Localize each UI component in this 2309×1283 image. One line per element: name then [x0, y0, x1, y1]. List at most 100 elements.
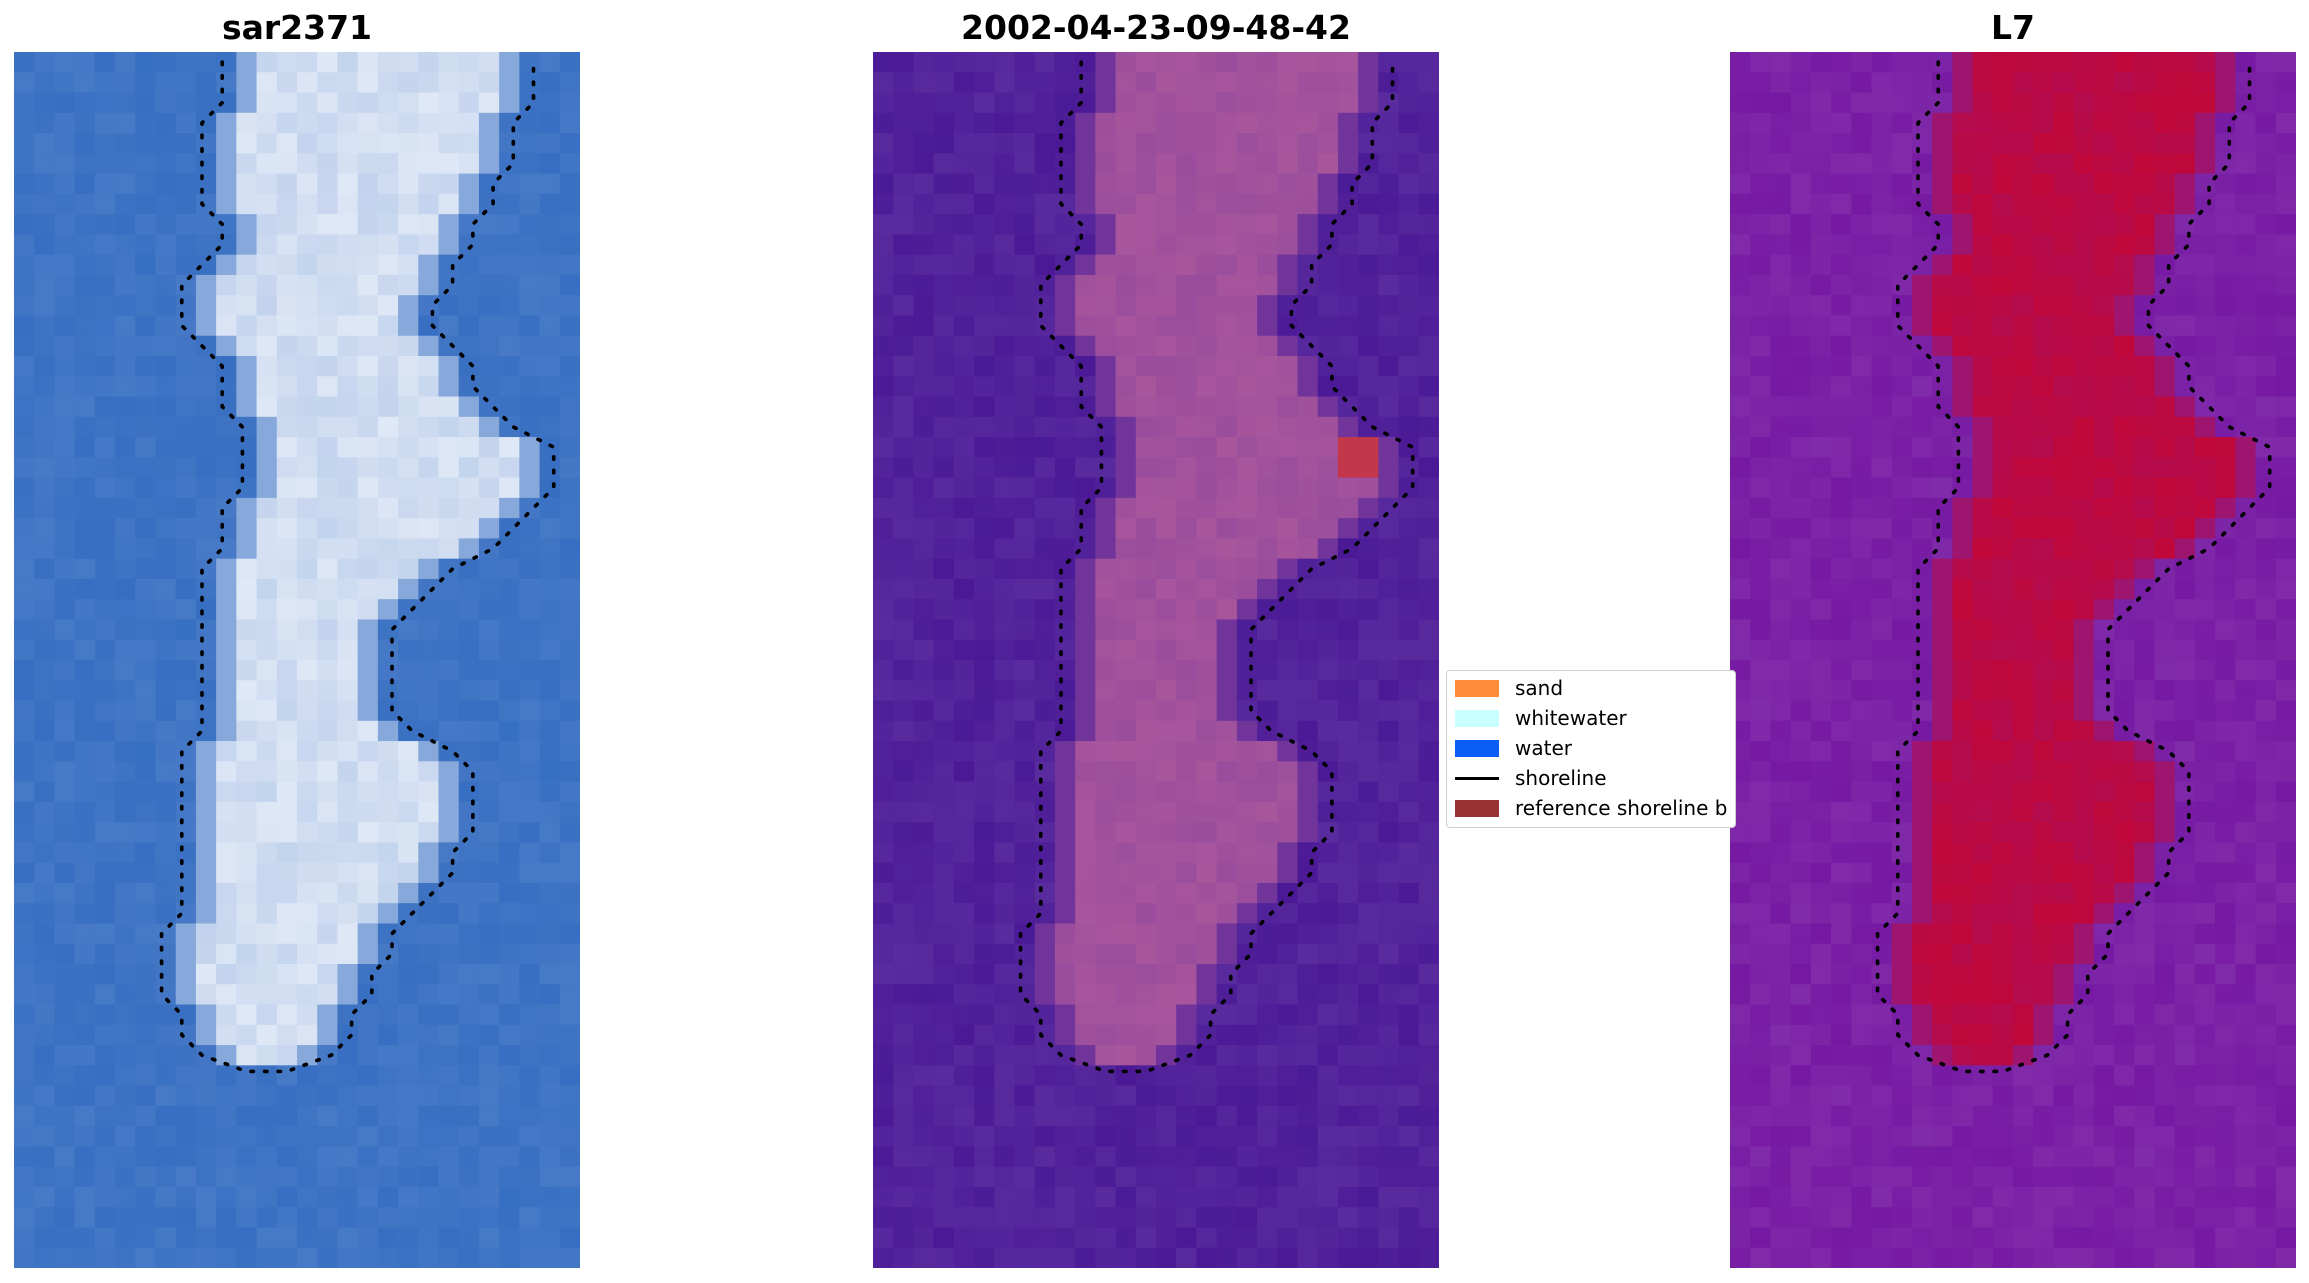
pixel-cell	[337, 1065, 359, 1087]
pixel-cell	[519, 903, 540, 924]
pixel-cell	[74, 1126, 96, 1147]
pixel-cell	[2053, 741, 2075, 762]
pixel-cell	[1277, 923, 1298, 945]
pixel-cell	[2235, 943, 2256, 965]
pixel-cell	[539, 356, 561, 377]
pixel-cell	[74, 518, 96, 539]
pixel-cell	[1810, 538, 1832, 560]
pixel-cell	[458, 173, 480, 195]
pixel-cell	[953, 477, 975, 499]
pixel-cell	[2093, 437, 2115, 458]
pixel-cell	[1378, 1186, 1399, 1208]
pixel-cell	[357, 1105, 379, 1127]
pixel-cell	[953, 801, 975, 823]
pixel-cell	[873, 842, 894, 864]
pixel-cell	[2235, 862, 2256, 884]
pixel-cell	[1196, 193, 1218, 215]
pixel-cell	[2255, 193, 2277, 215]
pixel-cell	[2275, 1146, 2296, 1168]
pixel-cell	[873, 457, 894, 479]
pixel-cell	[1831, 234, 1852, 256]
pixel-cell	[559, 518, 580, 539]
pixel-cell	[1871, 396, 1893, 418]
pixel-cell	[458, 619, 480, 641]
pixel-cell	[1095, 1186, 1116, 1208]
pixel-cell	[236, 396, 257, 418]
pixel-cell	[1810, 720, 1832, 742]
pixel-cell	[1054, 599, 1076, 620]
pixel-cell	[357, 660, 379, 681]
pixel-cell	[337, 214, 359, 235]
pixel-cell	[478, 92, 500, 114]
pixel-cell	[933, 497, 955, 519]
pixel-cell	[1790, 720, 1812, 742]
pixel-cell	[1277, 1065, 1298, 1087]
pixel-cell	[14, 599, 35, 620]
pixel-cell	[74, 173, 96, 195]
pixel-cell	[2255, 1146, 2277, 1168]
pixel-cell	[1176, 477, 1197, 499]
pixel-cell	[2033, 1024, 2054, 1046]
pixel-cell	[1932, 457, 1953, 479]
pixel-cell	[1810, 781, 1832, 803]
pixel-cell	[1891, 1024, 1913, 1046]
pixel-cell	[317, 254, 338, 276]
pixel-cell	[74, 396, 96, 418]
pixel-cell	[893, 882, 914, 904]
pixel-cell	[2073, 173, 2095, 195]
pixel-cell	[418, 193, 439, 215]
pixel-cell	[2033, 437, 2054, 458]
pixel-cell	[14, 1146, 35, 1168]
pixel-cell	[1972, 801, 1994, 823]
pixel-cell	[317, 356, 338, 377]
pixel-cell	[1871, 801, 1893, 823]
pixel-cell	[519, 133, 540, 154]
pixel-cell	[1297, 356, 1319, 377]
pixel-cell	[1790, 376, 1812, 397]
pixel-cell	[357, 1146, 379, 1168]
pixel-cell	[1911, 1207, 1933, 1228]
pixel-cell	[913, 1004, 935, 1026]
pixel-cell	[1358, 1024, 1379, 1046]
pixel-cell	[1992, 335, 2014, 357]
pixel-cell	[2235, 781, 2256, 803]
pixel-cell	[317, 903, 338, 924]
pixel-cell	[2114, 781, 2135, 803]
pixel-cell	[1750, 1166, 1771, 1188]
pixel-cell	[1095, 1207, 1116, 1228]
pixel-cell	[1418, 153, 1439, 175]
pixel-cell	[2053, 700, 2075, 722]
pixel-cell	[893, 1045, 914, 1066]
pixel-cell	[317, 52, 338, 73]
pixel-cell	[458, 315, 480, 337]
pixel-cell	[478, 1247, 500, 1268]
pixel-cell	[2235, 153, 2256, 175]
pixel-cell	[1014, 923, 1036, 945]
pixel-cell	[499, 92, 520, 114]
pixel-cell	[1075, 1065, 1096, 1087]
pixel-cell	[2053, 133, 2075, 154]
pixel-cell	[2114, 1207, 2135, 1228]
pixel-cell	[1810, 1045, 1832, 1066]
pixel-cell	[74, 558, 96, 580]
pixel-cell	[1810, 356, 1832, 377]
pixel-cell	[1297, 680, 1319, 701]
pixel-cell	[1257, 356, 1278, 377]
pixel-cell	[1810, 72, 1832, 93]
pixel-cell	[1770, 254, 1792, 276]
pixel-cell	[2073, 1186, 2095, 1208]
pixel-cell	[195, 558, 217, 580]
pixel-cell	[1810, 923, 1832, 945]
pixel-cell	[1831, 639, 1852, 661]
pixel-cell	[2174, 335, 2196, 357]
pixel-cell	[1358, 518, 1379, 539]
pixel-cell	[1972, 1126, 1994, 1147]
pixel-cell	[276, 356, 298, 377]
pixel-cell	[1135, 1227, 1157, 1249]
pixel-cell	[276, 112, 298, 134]
pixel-cell	[377, 1186, 399, 1208]
pixel-cell	[2215, 92, 2236, 114]
pixel-cell	[1054, 173, 1076, 195]
pixel-cell	[1952, 1126, 1973, 1147]
pixel-cell	[1952, 92, 1973, 114]
